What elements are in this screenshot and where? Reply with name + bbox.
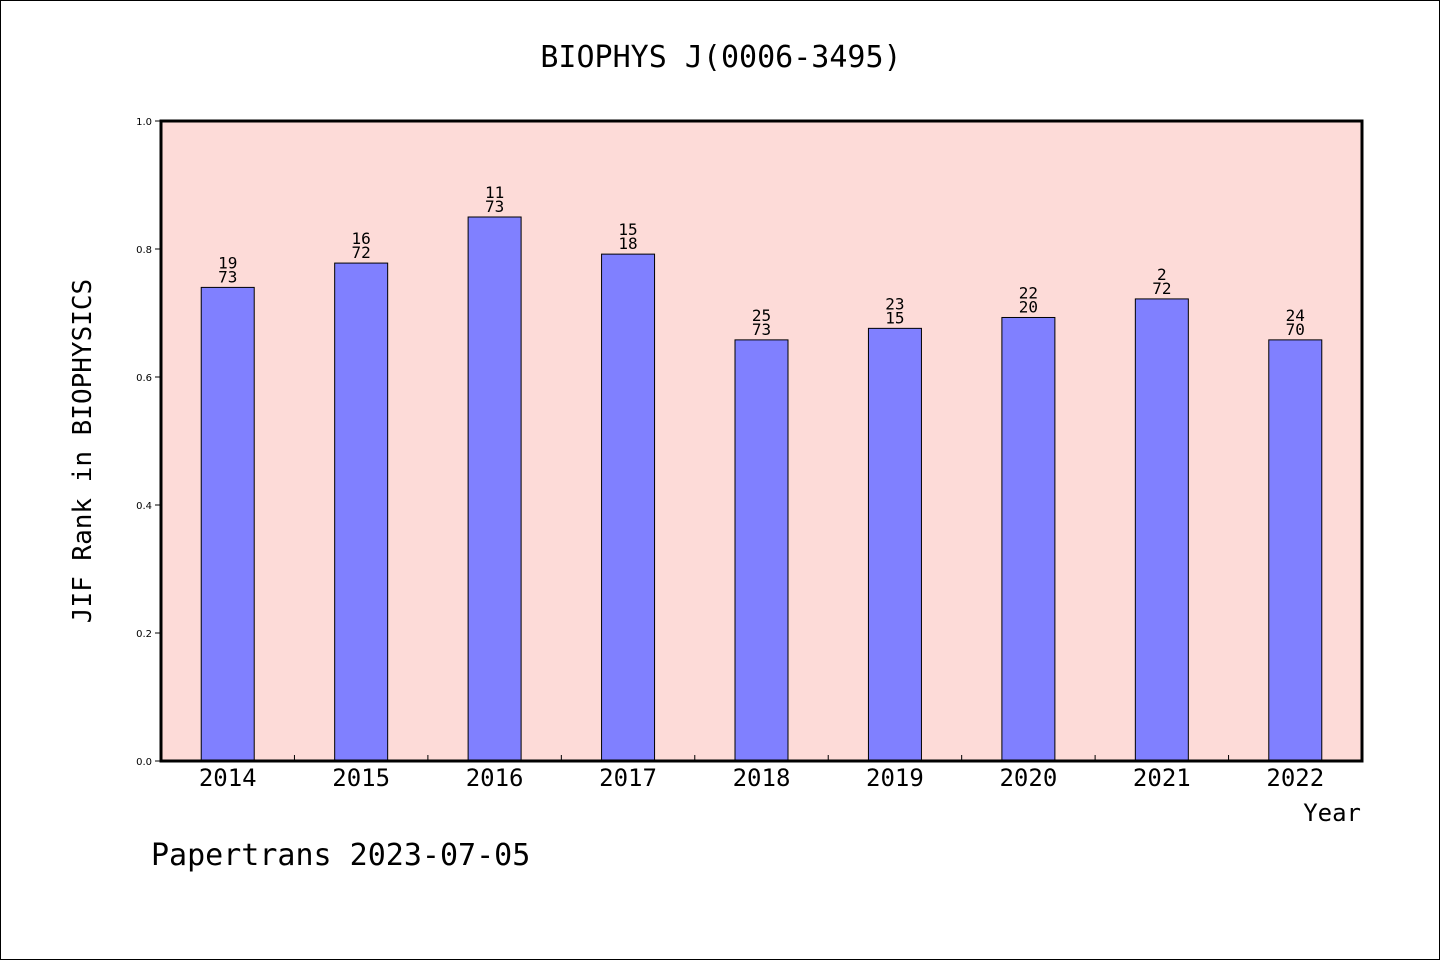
data-label-total: 20 [1019,297,1038,316]
y-axis: 0.0 0.2 0.4 0.6 0.8 1.0 [136,117,161,768]
y-tick-label: 0.8 [136,245,152,256]
data-label-rank: 11 [485,183,504,202]
data-label-rank: 15 [618,220,637,239]
bar-2016 [467,216,522,762]
data-label-total: 73 [218,267,237,286]
data-label-rank: 24 [1286,306,1305,325]
bar-2020 [1001,316,1056,762]
data-label-total: 72 [1152,279,1171,298]
data-label-rank: 2 [1157,265,1167,284]
y-tick-label: 0.2 [136,629,152,640]
x-tick-label: 2022 [1266,764,1324,792]
data-label-total: 73 [485,197,504,216]
x-tick-label: 2021 [1133,764,1191,792]
y-tick-label: 0.6 [136,373,152,384]
bar-2021 [1134,298,1189,762]
data-label-rank: 16 [352,229,371,248]
x-tick-label: 2014 [199,764,257,792]
data-label-rank: 22 [1019,283,1038,302]
bar-2017 [601,253,656,762]
x-tick-label: 2017 [599,764,657,792]
data-label-total: 70 [1286,320,1305,339]
data-label-rank: 19 [218,253,237,272]
x-tick-label: 2016 [466,764,524,792]
x-tick-label: 2015 [332,764,390,792]
x-axis: 2014 2015 2016 2017 2018 2019 2020 2021 2022 [199,755,1324,792]
y-axis-label: JIF Rank in BIOPHYSICS [68,279,98,623]
data-label-rank: 25 [752,306,771,325]
bar-2019 [867,327,922,762]
data-label-total: 18 [618,234,637,253]
bar-2014 [200,286,255,762]
x-tick-label: 2019 [866,764,924,792]
chart-title: BIOPHYS J(0006-3495) [540,40,901,75]
bar-2015 [334,262,389,762]
footer-text: Papertrans 2023-07-05 [151,838,530,873]
y-tick-label: 0.4 [136,501,152,512]
bar-2022 [1268,339,1323,762]
y-tick-label: 1.0 [136,117,152,128]
bar-2018 [734,339,789,762]
data-label-rank: 23 [885,294,904,313]
data-label-total: 15 [885,308,904,327]
x-tick-label: 2018 [733,764,791,792]
y-tick-label: 0.0 [136,757,152,768]
x-tick-label: 2020 [999,764,1057,792]
plot-border [159,119,1364,763]
x-axis-label: Year [1303,799,1361,827]
data-label-total: 72 [352,243,371,262]
data-label-total: 73 [752,320,771,339]
